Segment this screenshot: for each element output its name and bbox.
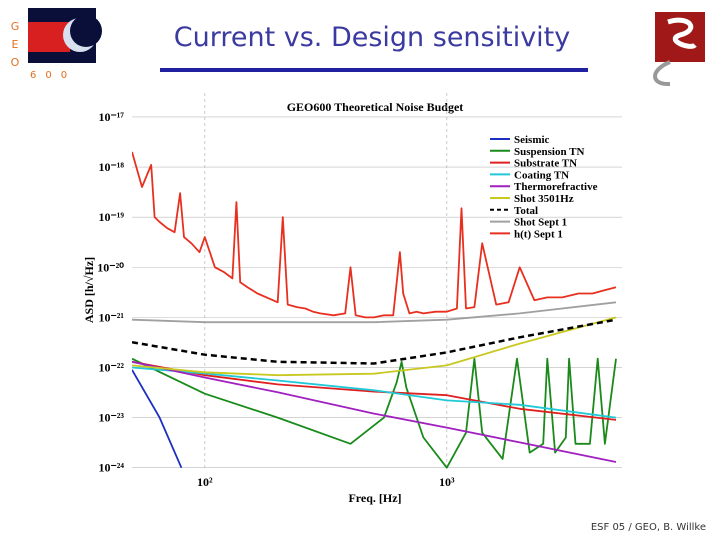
series-line bbox=[132, 301, 617, 324]
y-tick-label: 10⁻²¹ bbox=[98, 310, 124, 324]
series-line bbox=[132, 360, 617, 463]
legend-label: Shot 3501Hz bbox=[514, 193, 574, 205]
y-tick-label: 10⁻¹⁷ bbox=[98, 110, 124, 124]
y-tick-label: 10⁻²⁰ bbox=[97, 260, 124, 274]
y-tick-label: 10⁻¹⁹ bbox=[98, 210, 124, 224]
x-axis-label: Freq. [Hz] bbox=[348, 491, 401, 505]
y-tick-label: 10⁻¹⁸ bbox=[98, 160, 124, 174]
logo-swirl bbox=[667, 17, 697, 49]
legend-label: Total bbox=[514, 205, 538, 217]
series-line bbox=[132, 318, 617, 365]
y-tick-label: 10⁻²⁴ bbox=[98, 461, 124, 475]
legend-label: h(t) Sept 1 bbox=[514, 228, 563, 240]
logo-text: 600 bbox=[30, 70, 76, 81]
legend-label: Suspension TN bbox=[514, 146, 584, 158]
legend-label: Substrate TN bbox=[514, 158, 577, 170]
title-underline bbox=[160, 68, 588, 72]
logo-swirl bbox=[653, 60, 671, 87]
plot-lines bbox=[132, 151, 617, 469]
y-tick-label: 10⁻²³ bbox=[98, 411, 124, 425]
legend-label: Thermorefractive bbox=[514, 181, 598, 193]
x-tick-label: 10³ bbox=[439, 475, 455, 489]
legend-label: Shot Sept 1 bbox=[514, 217, 567, 229]
series-line bbox=[132, 369, 183, 469]
logo-text: GEO bbox=[9, 20, 22, 74]
x-tick-label: 10² bbox=[197, 475, 213, 489]
y-tick-label: 10⁻²² bbox=[98, 360, 124, 374]
series-line bbox=[132, 360, 617, 421]
chart-title: GEO600 Theoretical Noise Budget bbox=[287, 100, 464, 114]
slide-title: Current vs. Design sensitivity bbox=[174, 22, 571, 53]
legend-label: Coating TN bbox=[514, 169, 569, 181]
logo-planet-shadow bbox=[70, 15, 102, 47]
series-line bbox=[132, 316, 617, 377]
y-axis-label: ASD [h/√Hz] bbox=[82, 257, 96, 323]
logo-red-block bbox=[28, 22, 70, 52]
series-line bbox=[132, 357, 617, 469]
legend-label: Seismic bbox=[514, 134, 550, 146]
footer: ESF 05 / GEO, B. Willke bbox=[591, 522, 706, 533]
series-line bbox=[132, 366, 617, 419]
series-line bbox=[132, 151, 617, 319]
